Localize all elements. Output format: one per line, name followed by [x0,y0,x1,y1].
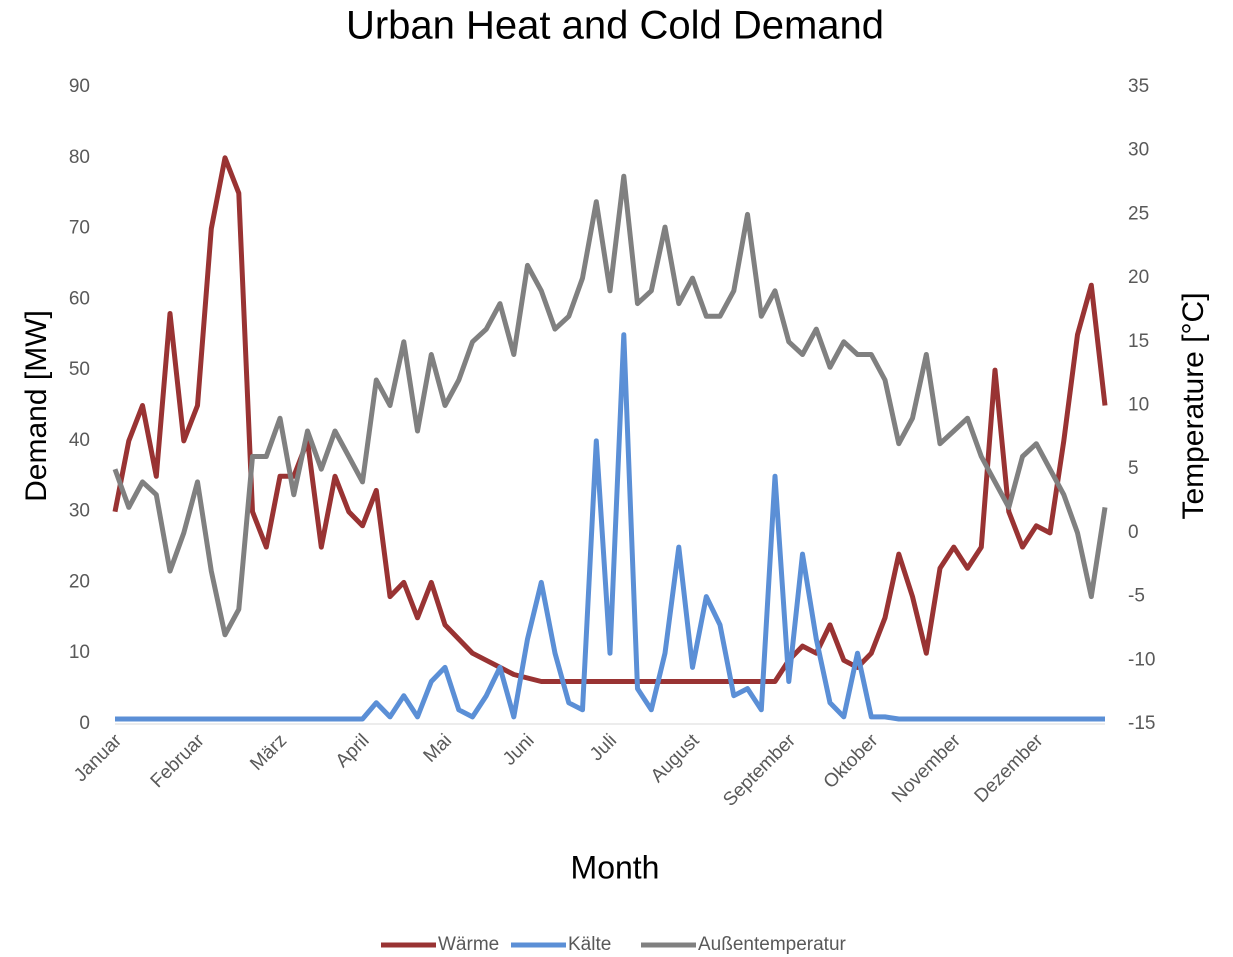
y2-tick-label: -5 [1128,586,1145,607]
series-line [112,155,1108,684]
x-tick-label: August [647,730,704,787]
y-tick-label: 70 [69,218,90,239]
x-tick-label: Juli [586,730,621,765]
y-tick-label: 10 [69,642,90,663]
x-tick-label: Dezember [971,730,1048,807]
y-tick-label: 50 [69,359,90,380]
y2-tick-label: 35 [1128,76,1149,97]
series-line [115,332,1105,722]
y-tick-label: 20 [69,571,90,592]
x-axis-title: Month [571,849,660,885]
y-tick-label: 40 [69,430,90,451]
y2-tick-label: -10 [1128,649,1155,670]
y2-tick-label: 0 [1128,522,1139,543]
x-tick-label: Oktober [820,730,883,793]
legend-label: Außentemperatur [698,934,847,955]
y-tick-label: 90 [69,76,90,97]
y2-tick-label: 15 [1128,331,1149,352]
y-tick-label: 30 [69,501,90,522]
legend-label: Kälte [568,934,611,955]
x-tick-label: September [719,730,800,811]
y2-axis-title: Temperature [°C] [1177,292,1210,519]
y-tick-label: 60 [69,288,90,309]
y-axis-title: Demand [MW] [20,310,53,502]
y2-tick-label: 5 [1128,458,1139,479]
x-tick-label: November [888,730,965,807]
y2-tick-label: 10 [1128,395,1149,416]
x-tick-label: April [332,730,374,772]
y2-tick-label: 30 [1128,140,1149,161]
chart-title: Urban Heat and Cold Demand [346,4,884,48]
y2-tick-label: 25 [1128,203,1149,224]
series-line [112,173,1108,638]
x-tick-label: März [246,730,291,775]
y2-tick-label: 20 [1128,267,1149,288]
x-tick-label: Mai [420,730,457,767]
y-tick-label: 0 [79,713,90,734]
legend-label: Wärme [438,934,499,955]
x-tick-label: Juni [499,730,538,769]
x-tick-label: Februar [147,730,209,792]
x-tick-label: Januar [70,730,126,786]
y2-tick-label: -15 [1128,713,1155,734]
y-tick-label: 80 [69,147,90,168]
